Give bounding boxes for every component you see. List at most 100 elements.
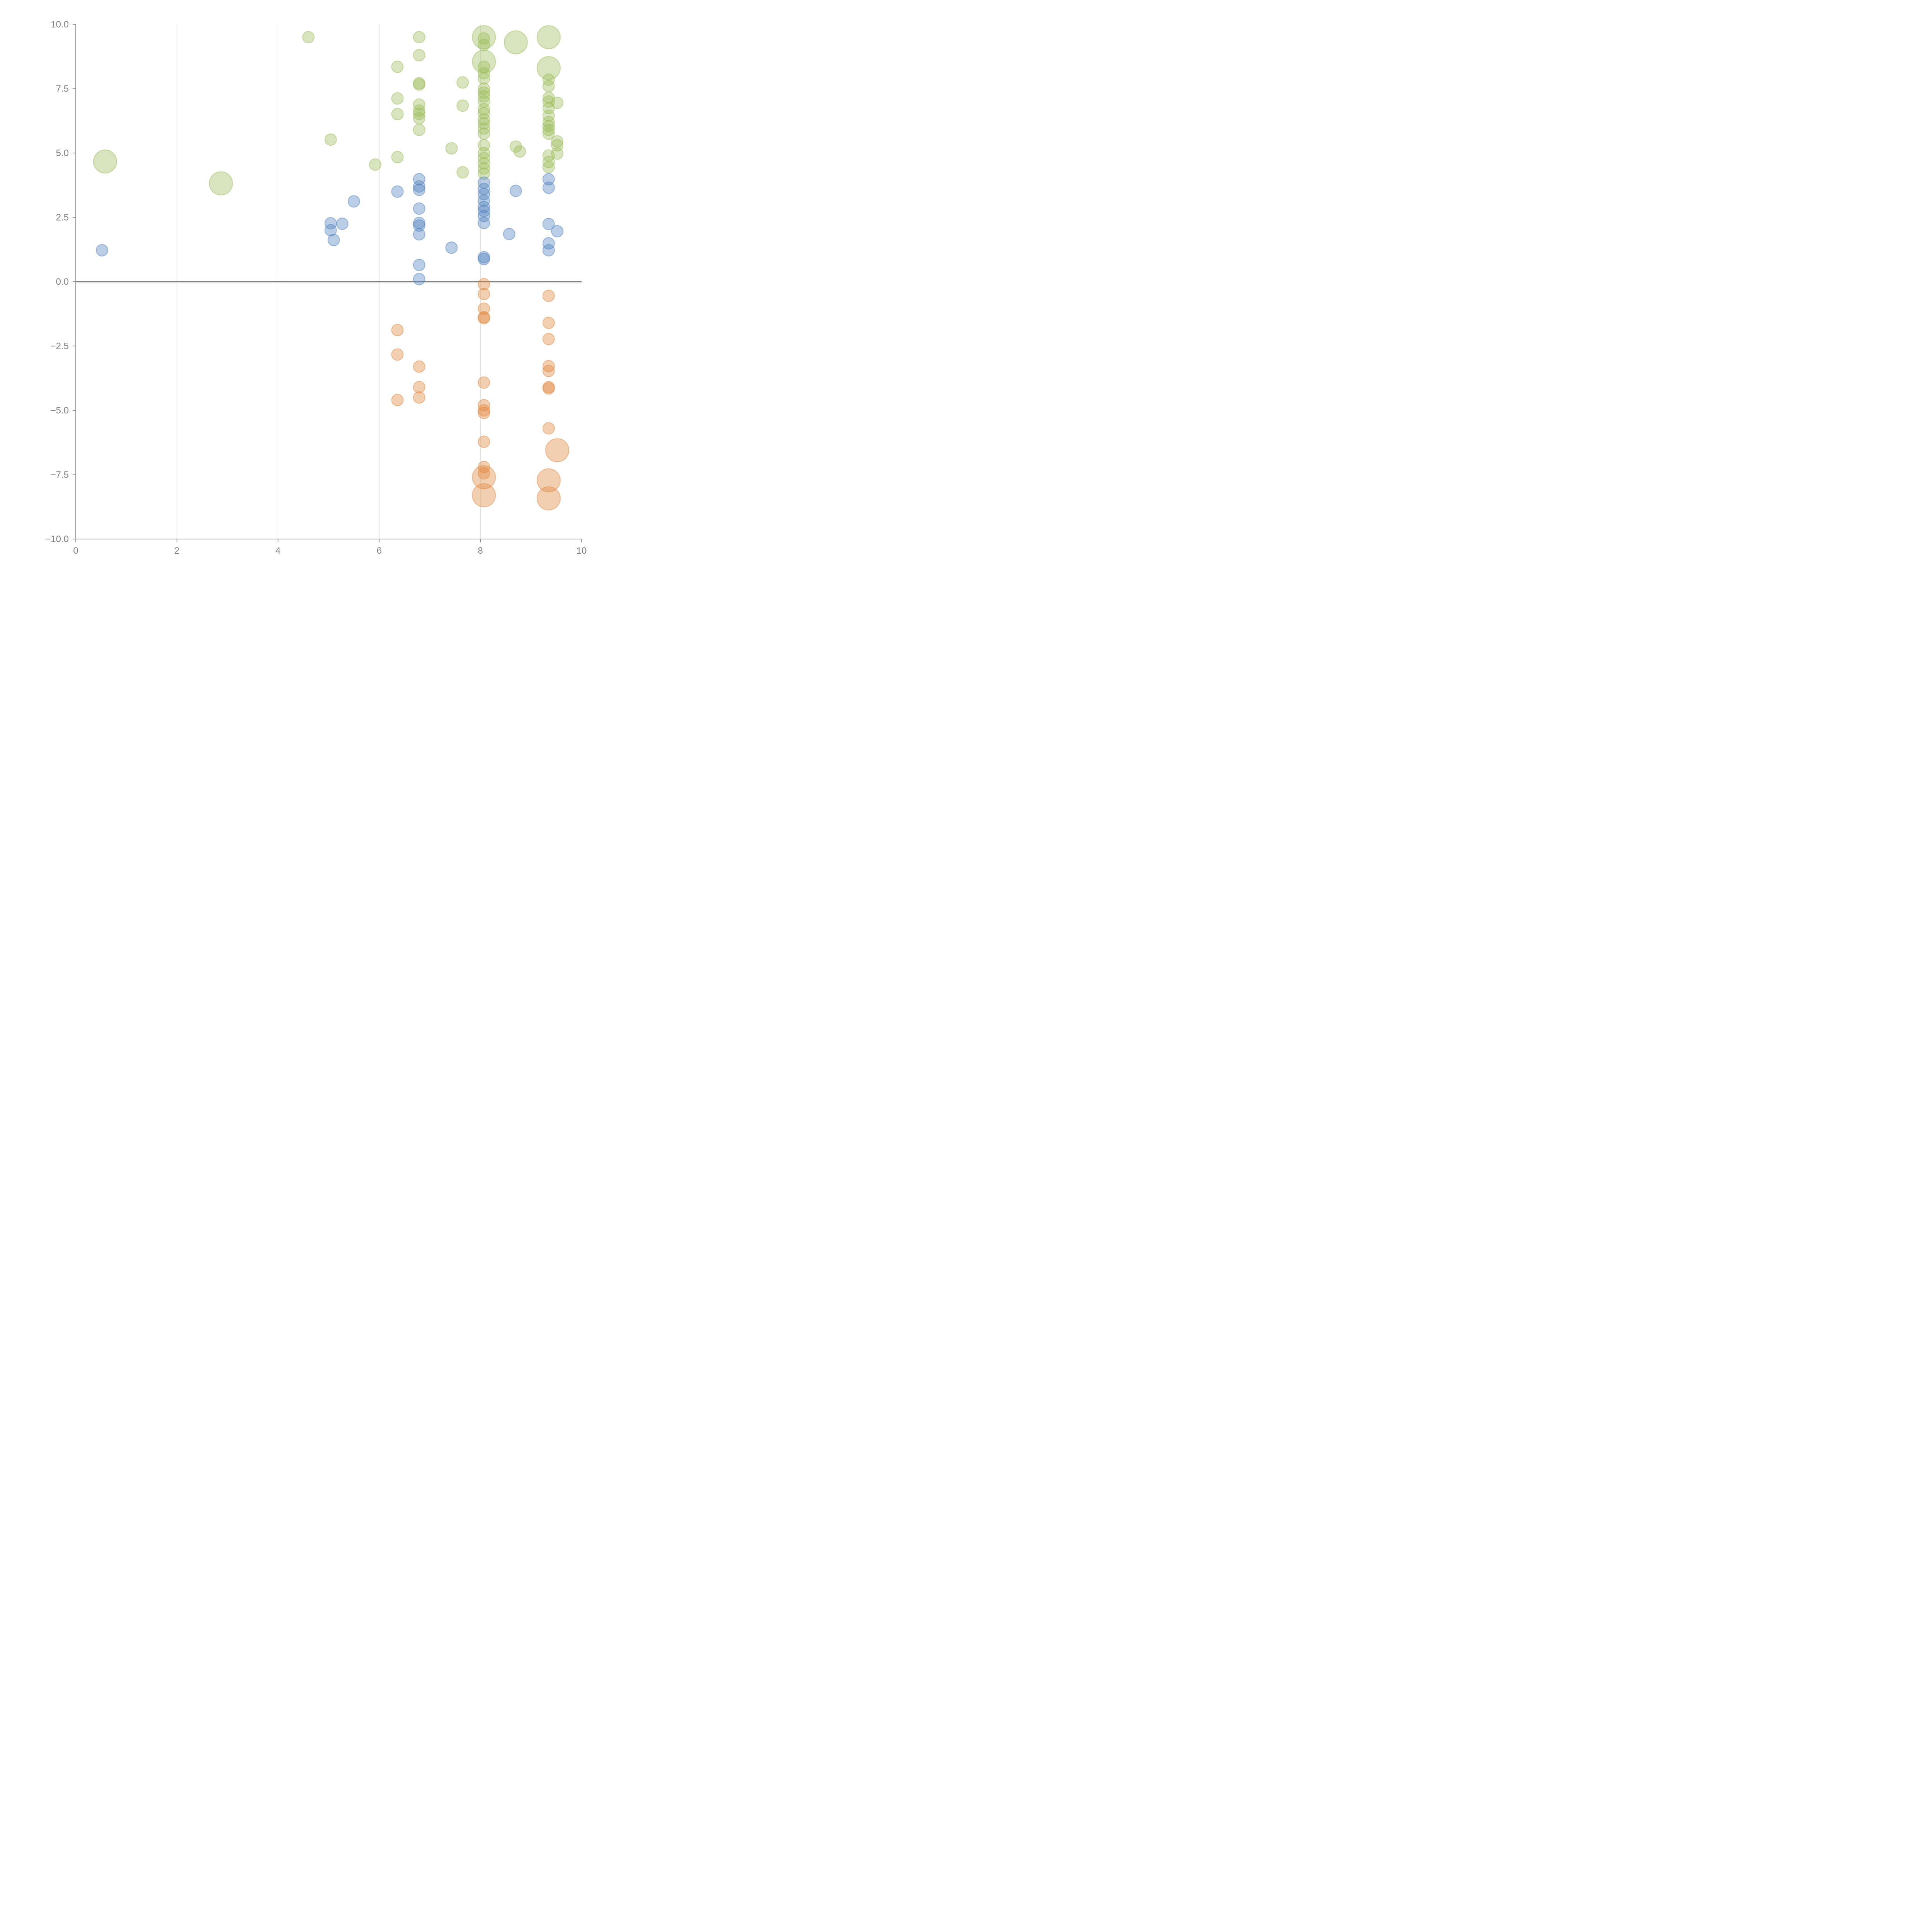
green-point	[413, 107, 425, 120]
green-point	[456, 166, 469, 179]
blue-point	[391, 185, 404, 198]
green-point	[514, 145, 526, 158]
x-tick-label: 10	[577, 546, 587, 556]
data-points	[93, 25, 570, 510]
orange-point	[413, 391, 425, 404]
blue-point	[413, 173, 425, 185]
orange-point	[542, 382, 555, 395]
green-point	[478, 122, 490, 135]
green-point	[391, 60, 404, 73]
orange-point	[542, 316, 555, 329]
green-point	[369, 158, 381, 171]
green-point	[413, 31, 425, 44]
y-tick-label: 10.0	[51, 19, 69, 30]
green-point	[413, 124, 425, 136]
green-point	[478, 39, 490, 51]
green-point	[478, 167, 490, 180]
green-point	[536, 56, 561, 80]
orange-point	[542, 365, 555, 378]
green-point	[478, 152, 490, 165]
blue-point	[96, 244, 109, 257]
orange-point	[391, 394, 404, 406]
y-tick-label: −7.5	[51, 470, 69, 480]
green-point	[209, 171, 233, 196]
blue-point	[542, 173, 555, 185]
orange-point	[478, 302, 490, 315]
orange-point	[391, 348, 404, 361]
green-point	[478, 90, 490, 103]
blue-point	[413, 273, 425, 286]
x-tick-label: 2	[174, 546, 179, 556]
orange-point	[545, 438, 570, 463]
orange-point	[472, 465, 496, 490]
blue-point	[503, 228, 515, 240]
axes	[73, 24, 582, 542]
orange-point	[542, 360, 555, 372]
blue-point	[413, 184, 425, 196]
green-point	[542, 156, 555, 168]
blue-point	[347, 195, 360, 208]
orange-point	[478, 287, 490, 300]
green-point	[456, 99, 469, 112]
green-point	[536, 25, 561, 49]
green-point	[478, 147, 490, 159]
scatter-chart: 0 2 4 6 8 10 10.0 7.5 5.0 2.5 0.0 −2.5 −5.0 −7.5 −10.0	[45, 19, 587, 556]
green-point	[445, 142, 458, 155]
green-point	[542, 73, 555, 86]
green-point	[391, 108, 404, 121]
green-point	[478, 162, 490, 175]
green-point	[509, 140, 522, 153]
blue-point	[478, 188, 490, 201]
blue-point	[478, 204, 490, 217]
x-tick-label: 6	[377, 546, 382, 556]
x-tick-label: 4	[276, 546, 281, 556]
orange-point	[536, 468, 561, 493]
orange-point	[478, 435, 490, 448]
blue-point	[324, 224, 337, 236]
blue-point	[542, 181, 555, 194]
y-tick-label: −2.5	[51, 341, 69, 352]
green-point	[478, 86, 490, 99]
blue-point	[478, 194, 490, 207]
orange-point	[478, 467, 490, 480]
orange-point	[478, 404, 490, 417]
orange-point	[478, 312, 490, 325]
blue-point	[336, 218, 349, 230]
orange-point	[478, 376, 490, 389]
blue-point	[478, 201, 490, 213]
green-point	[302, 31, 315, 44]
orange-point	[536, 486, 561, 510]
green-point	[542, 80, 555, 92]
green-point	[413, 49, 425, 61]
green-point	[391, 151, 404, 163]
blue-point	[509, 184, 522, 197]
green-point	[93, 149, 117, 173]
orange-point	[478, 278, 490, 291]
blue-point	[542, 237, 555, 250]
green-point	[391, 92, 404, 105]
green-point	[413, 112, 425, 125]
blue-point	[478, 217, 490, 230]
x-tick-label: 0	[73, 546, 78, 556]
green-point	[542, 161, 555, 173]
green-point	[478, 117, 490, 130]
y-tick-label: 5.0	[56, 148, 69, 158]
green-point	[542, 109, 555, 122]
green-point	[324, 133, 337, 146]
green-point	[542, 124, 555, 136]
orange-point	[413, 381, 425, 394]
green-point	[478, 103, 490, 116]
green-point	[503, 30, 528, 54]
green-point	[478, 67, 490, 80]
blue-point	[413, 202, 425, 215]
orange-point	[478, 406, 490, 419]
blue-point	[478, 210, 490, 223]
green-point	[413, 78, 425, 91]
y-tick-label: −10.0	[45, 534, 69, 544]
green-point	[478, 107, 490, 119]
green-point	[551, 147, 564, 160]
blue-point	[327, 234, 340, 247]
orange-point	[542, 289, 555, 302]
green-point	[478, 113, 490, 126]
blue-point	[542, 244, 555, 257]
